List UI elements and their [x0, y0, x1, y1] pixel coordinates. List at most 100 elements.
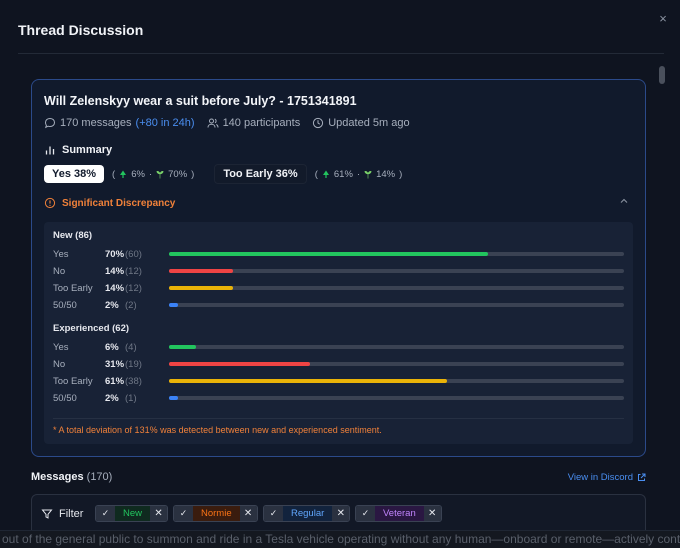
summary-pill-too-early[interactable]: Too Early 36%	[214, 164, 307, 184]
close-icon[interactable]: ×	[659, 11, 667, 26]
remove-icon[interactable]: ✕	[332, 506, 350, 521]
discrepancy-header[interactable]: Significant Discrepancy	[44, 197, 175, 209]
messages-count: 170 messages	[60, 117, 132, 129]
header-divider	[18, 53, 664, 54]
progress-track	[169, 252, 624, 256]
sentiment-row: Yes 70% (60)	[53, 247, 628, 261]
sentiment-breakdown-panel: New (86) Yes 70% (60) No 14% (12) Too Early 14%…	[44, 222, 633, 444]
row-label: No	[53, 265, 66, 277]
scrollbar-thumb[interactable]	[659, 66, 665, 84]
thread-discussion-modal: Thread Discussion × Will Zelenskyy wear …	[0, 11, 680, 531]
check-icon[interactable]: ✓	[356, 506, 375, 521]
tree-icon	[120, 170, 127, 178]
progress-fill	[169, 345, 197, 349]
group-title-new: New (86)	[53, 230, 93, 241]
summary-heading: Summary	[44, 144, 112, 156]
chip-label: New	[115, 506, 151, 521]
row-percent: 31%	[105, 358, 125, 370]
sentiment-row: 50/50 2% (1)	[53, 391, 628, 405]
question-title: Will Zelenskyy wear a suit before July? …	[44, 94, 357, 108]
alert-circle-icon	[44, 197, 56, 209]
discrepancy-label: Significant Discrepancy	[62, 197, 176, 209]
chip-label: Normie	[193, 506, 240, 521]
filter-chip-regular[interactable]: ✓ Regular ✕	[263, 505, 351, 522]
updated-meta: Updated 5m ago	[312, 117, 410, 129]
filter-heading: Filter	[41, 508, 83, 520]
sentiment-row: Too Early 61% (38)	[53, 374, 628, 388]
filter-bar: Filter ✓ New ✕ ✓ Normie ✕ ✓ Regular ✕ ✓ Veteran ✕	[31, 494, 646, 530]
row-count: (12)	[125, 282, 142, 294]
filter-chip-new[interactable]: ✓ New ✕	[95, 505, 169, 522]
remove-icon[interactable]: ✕	[423, 506, 441, 521]
messages-total: (170)	[86, 471, 113, 483]
progress-track	[169, 379, 624, 383]
early-open-paren: (	[314, 168, 318, 180]
row-label: 50/50	[53, 392, 77, 404]
too-early-breakdown: ( 61% · 14% )	[315, 169, 403, 180]
check-icon[interactable]: ✓	[174, 506, 193, 521]
users-icon	[207, 118, 219, 128]
chevron-up-icon[interactable]	[619, 196, 629, 206]
background-article-text: out of the general public to summon and …	[2, 532, 680, 546]
early-experienced-pct: 61%	[333, 168, 353, 180]
sentiment-row: No 14% (12)	[53, 264, 628, 278]
remove-icon[interactable]: ✕	[150, 506, 168, 521]
check-icon[interactable]: ✓	[264, 506, 283, 521]
yes-experienced-pct: 6%	[131, 168, 145, 180]
progress-track	[169, 269, 624, 273]
row-label: Too Early	[53, 282, 93, 294]
messages-delta: (+80 in 24h)	[135, 117, 195, 129]
messages-title: Messages	[31, 471, 84, 483]
chip-label: Veteran	[375, 506, 424, 521]
panel-divider	[53, 418, 624, 419]
sentiment-row: 50/50 2% (2)	[53, 298, 628, 312]
check-icon[interactable]: ✓	[96, 506, 115, 521]
sentiment-row: No 31% (19)	[53, 357, 628, 371]
sentiment-row: Too Early 14% (12)	[53, 281, 628, 295]
summary-pills: Yes 38% ( 6% · 70% ) Too Early 36% ( 61%…	[44, 164, 402, 184]
row-label: Yes	[53, 341, 69, 353]
progress-fill	[169, 252, 488, 256]
row-count: (38)	[125, 375, 142, 387]
row-count: (2)	[125, 299, 137, 311]
messages-meta: 170 messages (+80 in 24h)	[44, 117, 195, 129]
updated-time: Updated 5m ago	[328, 117, 410, 129]
chat-bubble-icon	[44, 117, 56, 129]
row-label: 50/50	[53, 299, 77, 311]
progress-track	[169, 396, 624, 400]
row-count: (19)	[125, 358, 142, 370]
progress-track	[169, 303, 624, 307]
sentiment-row: Yes 6% (4)	[53, 340, 628, 354]
row-percent: 70%	[105, 248, 125, 260]
sprout-icon	[364, 170, 372, 178]
participants-meta: 140 participants	[207, 117, 300, 129]
yes-breakdown: ( 6% · 70% )	[112, 169, 194, 180]
tree-icon	[322, 170, 329, 178]
modal-title: Thread Discussion	[18, 22, 144, 38]
progress-fill	[169, 286, 233, 290]
bar-chart-icon	[45, 146, 55, 155]
early-close-paren: )	[399, 168, 403, 180]
early-new-pct: 14%	[376, 168, 396, 180]
filter-chip-normie[interactable]: ✓ Normie ✕	[173, 505, 258, 522]
row-label: Too Early	[53, 375, 93, 387]
progress-fill	[169, 362, 311, 366]
row-label: No	[53, 358, 66, 370]
filter-icon	[41, 509, 53, 519]
summary-pill-yes[interactable]: Yes 38%	[44, 165, 105, 183]
row-count: (1)	[125, 392, 137, 404]
remove-icon[interactable]: ✕	[239, 506, 257, 521]
group-title-experienced: Experienced (62)	[53, 323, 130, 334]
filter-chip-veteran[interactable]: ✓ Veteran ✕	[355, 505, 442, 522]
question-card: Will Zelenskyy wear a suit before July? …	[31, 79, 646, 457]
early-separator: ·	[356, 168, 361, 180]
sprout-icon	[156, 170, 164, 178]
external-link-icon	[638, 473, 646, 481]
yes-open-paren: (	[112, 168, 116, 180]
row-count: (12)	[125, 265, 142, 277]
view-in-discord-link[interactable]: View in Discord	[568, 472, 646, 483]
progress-fill	[169, 303, 179, 307]
clock-icon	[313, 117, 324, 129]
progress-fill	[169, 269, 233, 273]
progress-track	[169, 345, 624, 349]
